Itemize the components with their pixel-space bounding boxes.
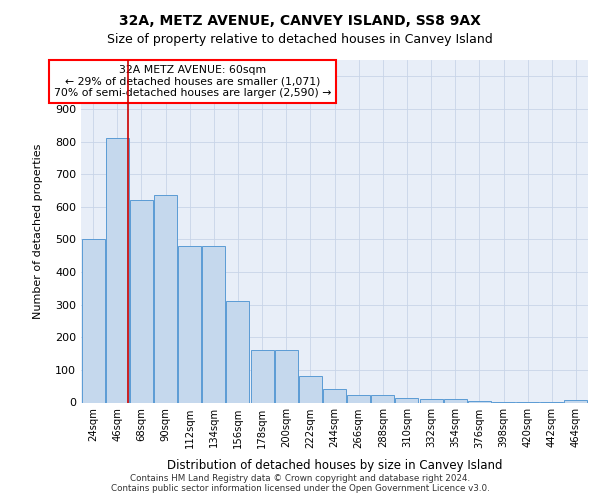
Bar bbox=[226, 302, 250, 402]
Text: Contains public sector information licensed under the Open Government Licence v3: Contains public sector information licen… bbox=[110, 484, 490, 493]
Bar bbox=[154, 196, 177, 402]
Bar bbox=[275, 350, 298, 403]
Bar bbox=[299, 376, 322, 402]
Bar bbox=[251, 350, 274, 403]
Bar bbox=[565, 400, 587, 402]
Text: Size of property relative to detached houses in Canvey Island: Size of property relative to detached ho… bbox=[107, 33, 493, 46]
X-axis label: Distribution of detached houses by size in Canvey Island: Distribution of detached houses by size … bbox=[167, 459, 502, 472]
Bar bbox=[395, 398, 418, 402]
Text: Contains HM Land Registry data © Crown copyright and database right 2024.: Contains HM Land Registry data © Crown c… bbox=[130, 474, 470, 483]
Bar bbox=[444, 399, 467, 402]
Y-axis label: Number of detached properties: Number of detached properties bbox=[32, 144, 43, 319]
Bar bbox=[347, 396, 370, 402]
Bar bbox=[202, 246, 225, 402]
Bar bbox=[419, 399, 443, 402]
Bar bbox=[371, 396, 394, 402]
Bar bbox=[323, 389, 346, 402]
Text: 32A, METZ AVENUE, CANVEY ISLAND, SS8 9AX: 32A, METZ AVENUE, CANVEY ISLAND, SS8 9AX bbox=[119, 14, 481, 28]
Text: 32A METZ AVENUE: 60sqm
← 29% of detached houses are smaller (1,071)
70% of semi-: 32A METZ AVENUE: 60sqm ← 29% of detached… bbox=[54, 65, 331, 98]
Bar bbox=[82, 240, 104, 402]
Bar bbox=[130, 200, 153, 402]
Bar bbox=[106, 138, 128, 402]
Bar bbox=[178, 246, 201, 402]
Bar bbox=[468, 401, 491, 402]
